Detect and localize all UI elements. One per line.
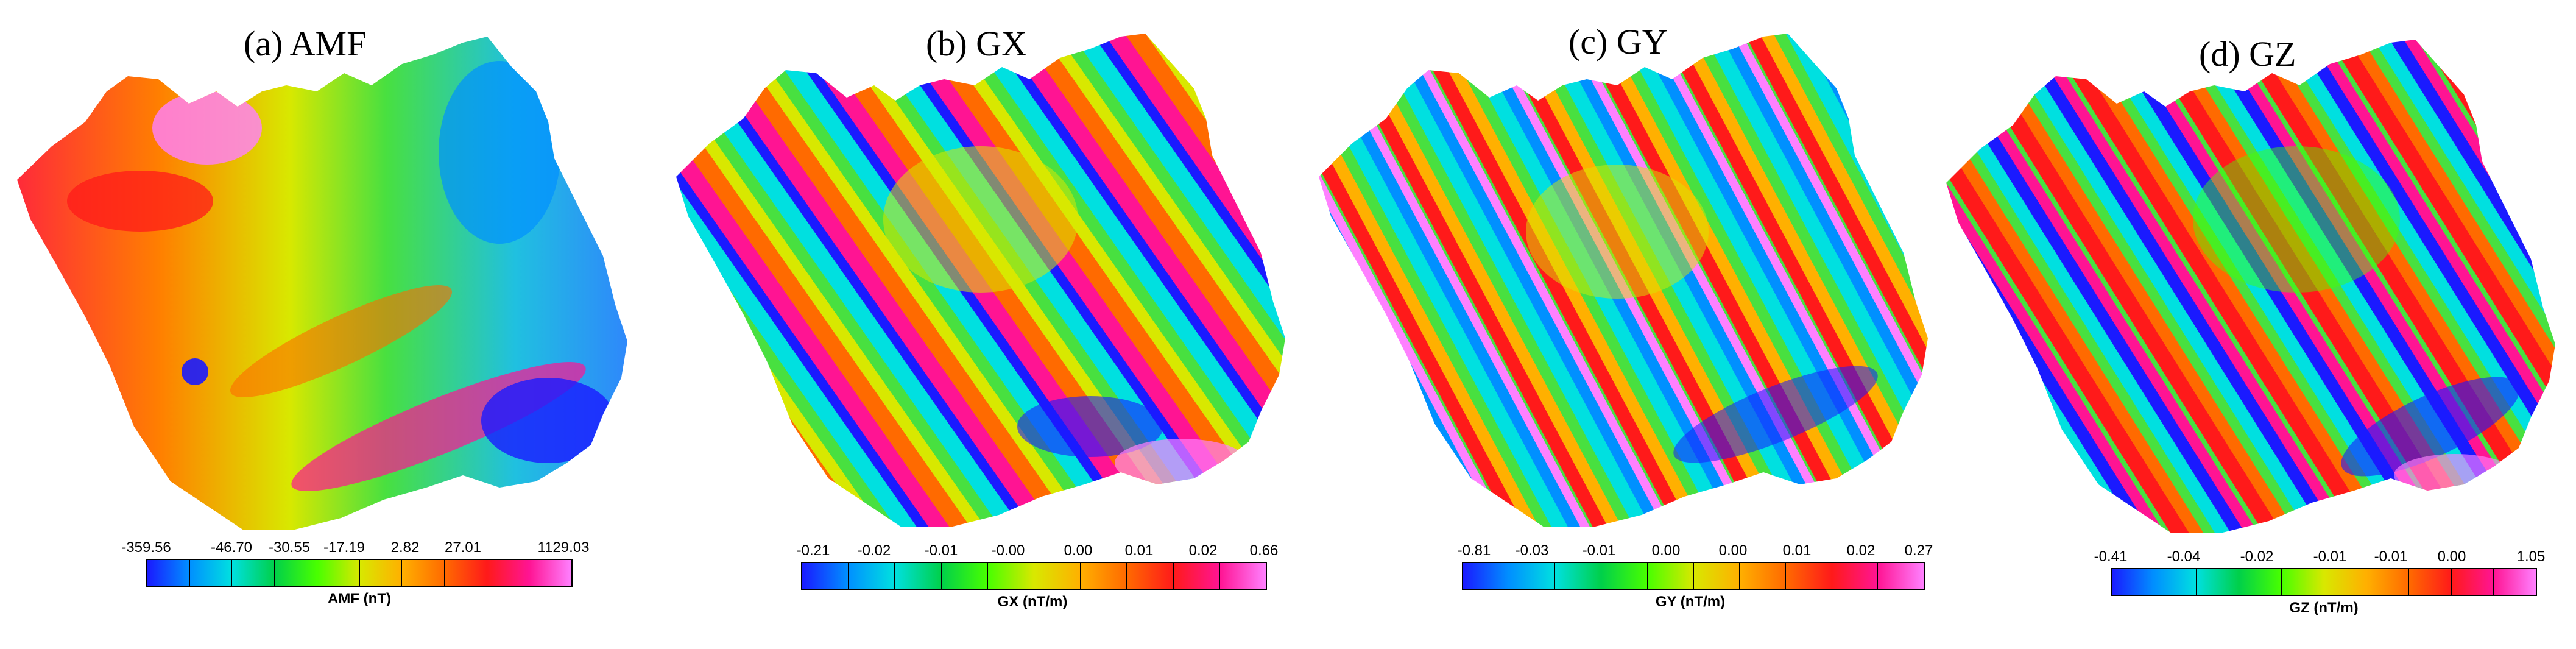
panel-amf: (a) AMF (0, 0, 644, 649)
tick-label: 0.00 (2437, 548, 2466, 565)
tick-label: 0.02 (1846, 542, 1876, 559)
tick-label: -30.55 (268, 539, 311, 556)
colorbar (2111, 568, 2537, 596)
tick-label: -0.21 (796, 542, 830, 559)
tick-label: 27.01 (444, 539, 482, 556)
tick-label: -0.01 (2374, 548, 2408, 565)
colorbar-unit-label: GY (nT/m) (1655, 594, 1726, 610)
tick-label: -0.04 (2167, 548, 2201, 565)
tick-label: 0.00 (1064, 542, 1093, 559)
tick-label: -46.70 (210, 539, 253, 556)
panel-gx: (b) GX (664, 0, 1308, 649)
colorbar (146, 559, 573, 587)
tick-label: -0.01 (1582, 542, 1616, 559)
tick-label: 0.00 (1718, 542, 1748, 559)
tick-label: 0.27 (1904, 542, 1933, 559)
panel-title: (b) GX (926, 24, 1027, 63)
tick-label: 0.01 (1124, 542, 1154, 559)
tick-label: -0.01 (2313, 548, 2347, 565)
colorbar-unit-label: GX (nT/m) (997, 594, 1068, 610)
tick-label: -0.41 (2094, 548, 2128, 565)
tick-label: -0.03 (1515, 542, 1549, 559)
panel-title: (c) GY (1569, 22, 1668, 62)
tick-label: -0.01 (924, 542, 958, 559)
gz-gradient-map (1946, 40, 2555, 533)
panel-gy: (c) GY (1313, 0, 1957, 649)
colorbar-unit-label: GZ (nT/m) (2289, 600, 2359, 616)
tick-label: -0.81 (1457, 542, 1491, 559)
tick-label: -359.56 (121, 539, 171, 556)
gx-gradient-map (676, 34, 1285, 527)
tick-label: 1129.03 (537, 539, 590, 556)
amf-anomaly-map (17, 37, 627, 530)
panel-title: (a) AMF (244, 24, 367, 63)
colorbar (1462, 562, 1925, 590)
tick-label: -17.19 (323, 539, 365, 556)
tick-label: 0.02 (1188, 542, 1218, 559)
panel-title: (d) GZ (2199, 34, 2296, 74)
panel-gz: (d) GZ (1931, 0, 2575, 649)
tick-label: -0.02 (857, 542, 891, 559)
tick-label: 0.66 (1249, 542, 1279, 559)
tick-label: 2.82 (390, 539, 420, 556)
colorbar (801, 562, 1267, 590)
colorbar-unit-label: AMF (nT) (328, 590, 391, 607)
gy-gradient-map (1319, 34, 1928, 527)
tick-label: -0.00 (991, 542, 1025, 559)
tick-label: -0.02 (2240, 548, 2274, 565)
tick-label: 0.01 (1782, 542, 1812, 559)
tick-label: 0.00 (1651, 542, 1681, 559)
tick-label: 1.05 (2516, 548, 2546, 565)
